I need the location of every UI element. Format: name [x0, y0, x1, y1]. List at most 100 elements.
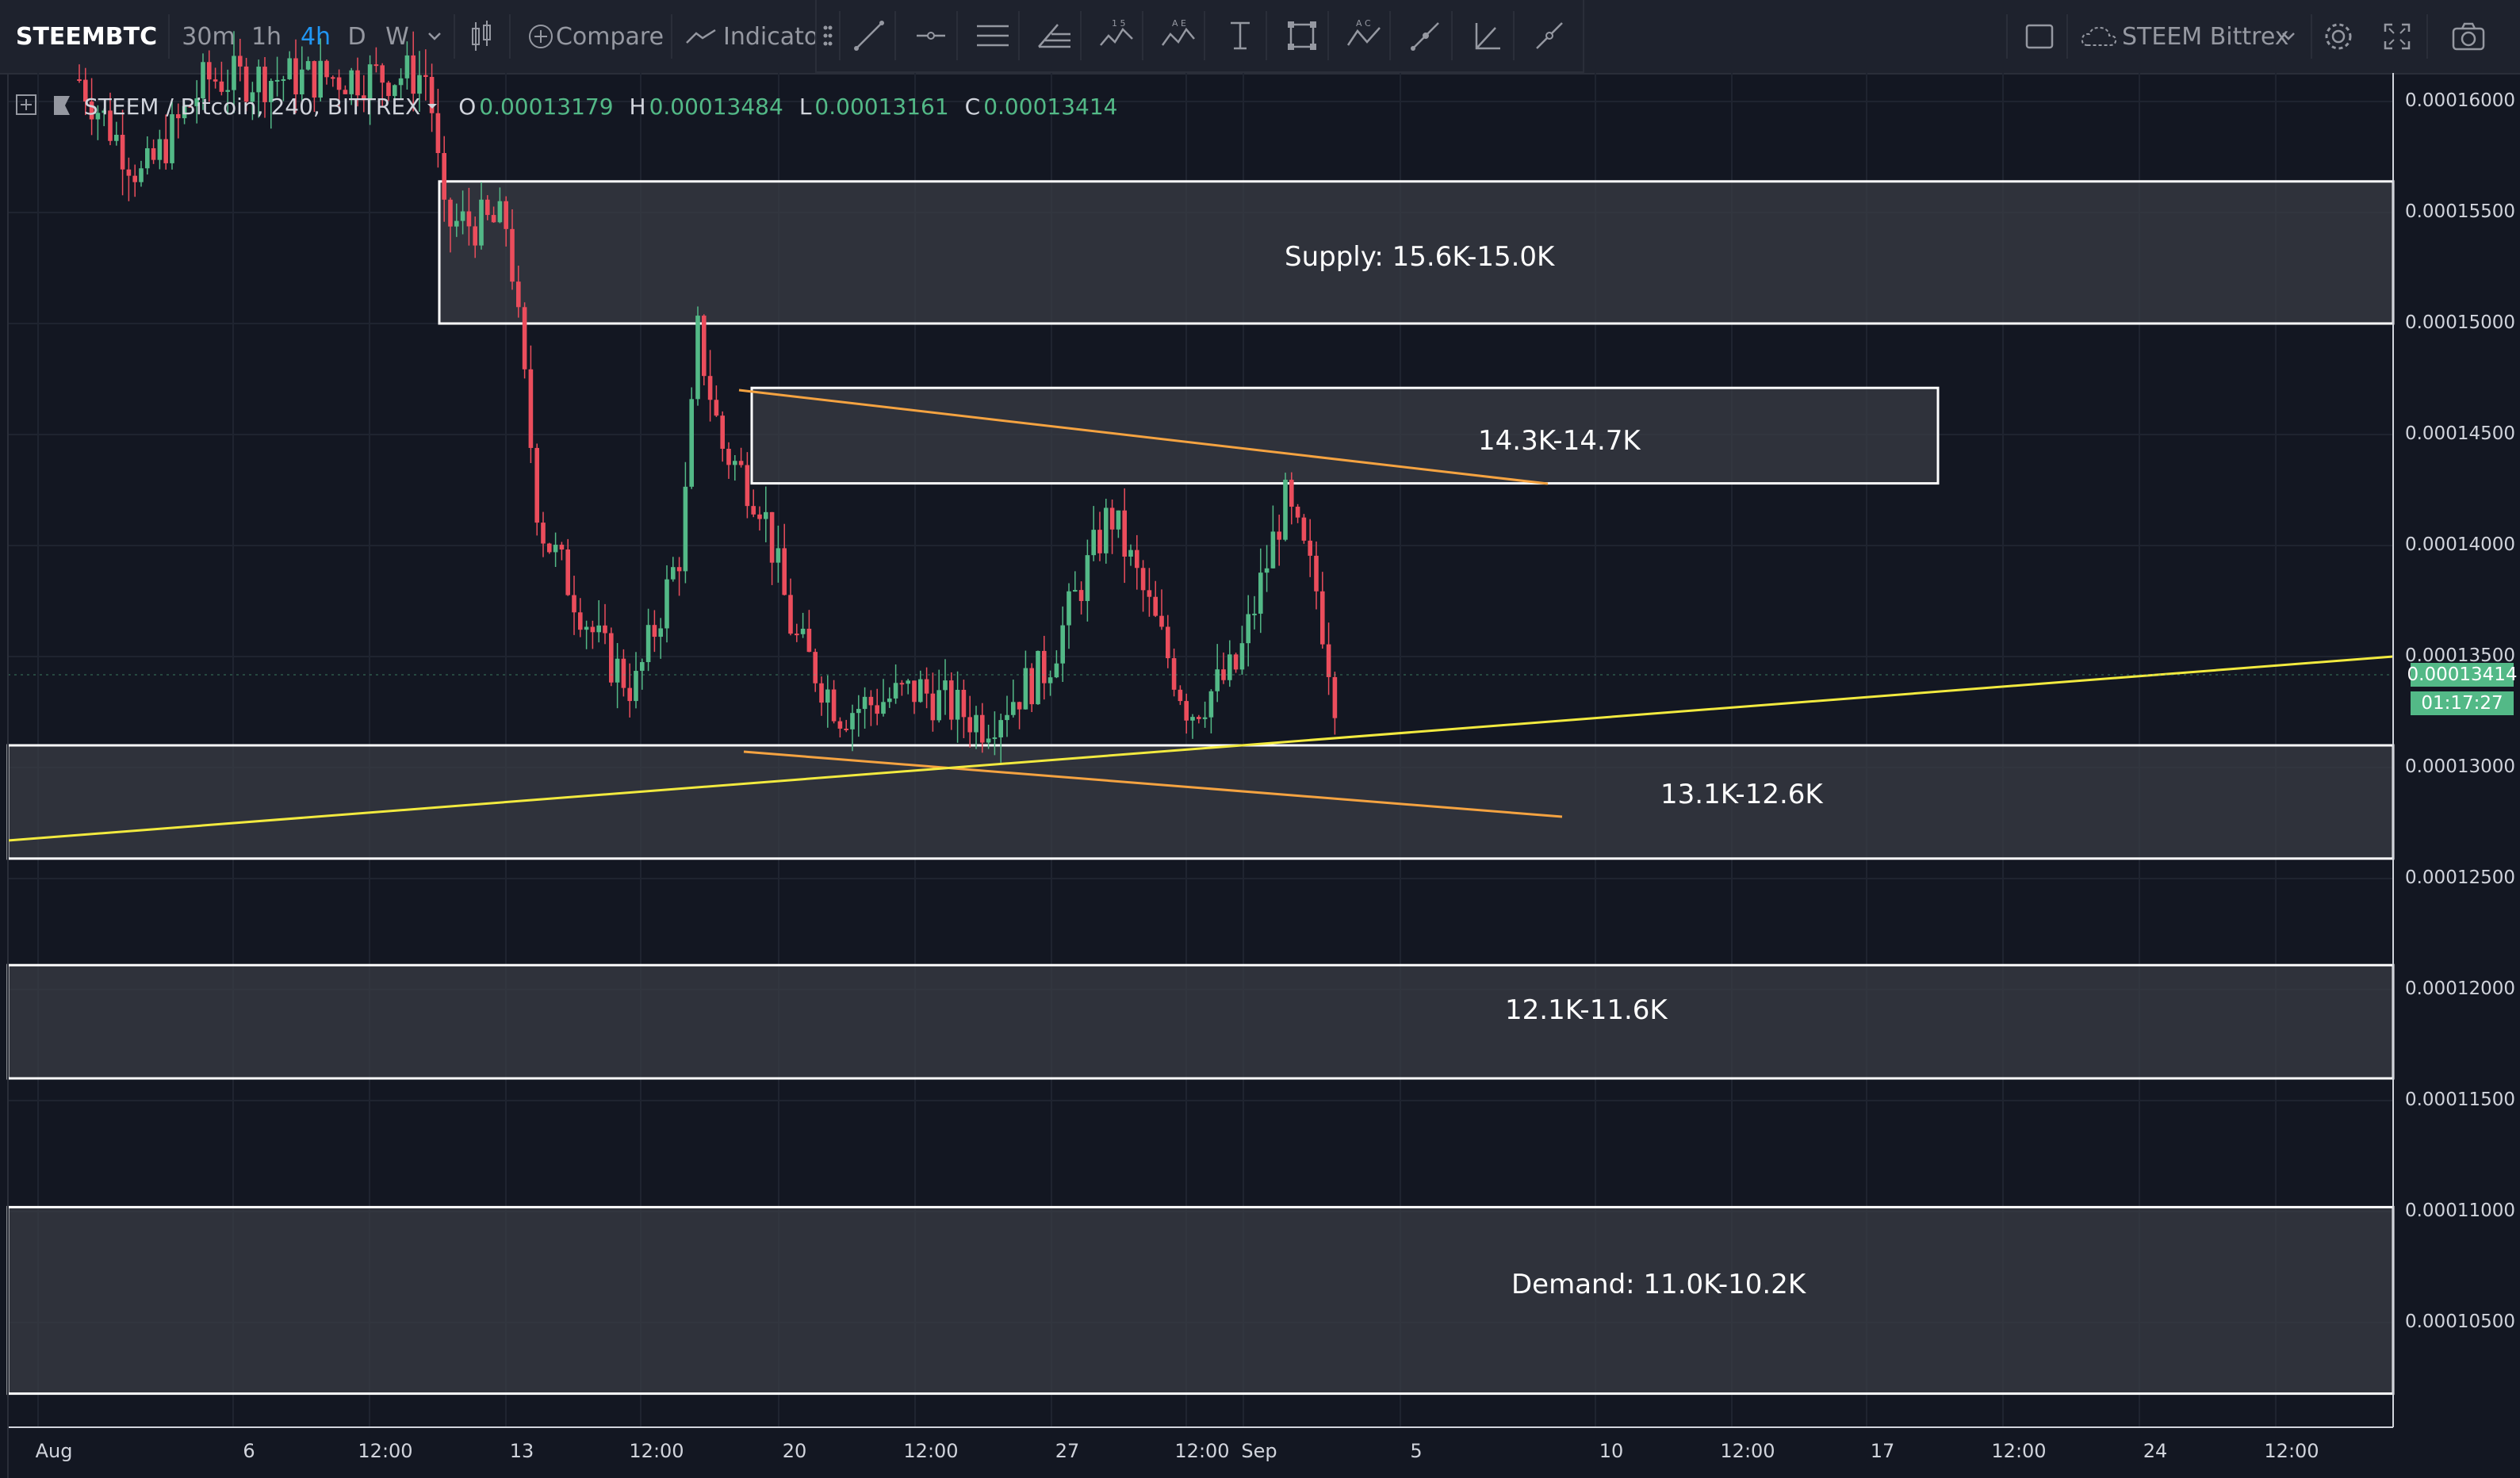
abcd-pattern-icon[interactable]: A C — [1339, 11, 1391, 60]
layout-icon[interactable] — [2022, 0, 2057, 73]
candle-body — [1208, 691, 1214, 718]
candle-body — [170, 114, 174, 163]
candle-body — [887, 698, 892, 703]
interval-1h[interactable]: 1h — [251, 22, 282, 51]
watchlist-dropdown[interactable]: STEEM Bittrex — [2122, 22, 2289, 51]
candle-body — [1042, 650, 1047, 683]
candle-body — [695, 316, 700, 400]
expand-icon[interactable] — [16, 94, 40, 118]
candles — [77, 31, 1338, 763]
divider — [2426, 14, 2428, 59]
pattern-icon[interactable]: A E — [1153, 11, 1205, 60]
symbol-title[interactable]: STEEM / Bitcoin, 240, BITTREX — [84, 93, 421, 120]
interval-30m[interactable]: 30m — [182, 22, 236, 51]
interval-dropdown-icon[interactable] — [419, 0, 450, 73]
candles-icon[interactable] — [460, 0, 503, 73]
interval-4h[interactable]: 4h — [300, 22, 331, 51]
candle-body — [274, 79, 280, 82]
candle-body — [906, 680, 910, 684]
candle-body — [837, 721, 843, 729]
interval-w[interactable]: W — [385, 22, 409, 51]
candle-body — [541, 523, 546, 544]
parallel-channel-icon[interactable] — [967, 11, 1020, 60]
svg-text:A E: A E — [1172, 18, 1186, 29]
candle-body — [1184, 701, 1189, 721]
candle-body — [924, 679, 929, 694]
candle-body — [466, 211, 472, 227]
candle-body — [689, 399, 694, 487]
chart-legend: STEEM / Bitcoin, 240, BITTREX O 0.0001317… — [16, 89, 1117, 124]
chevron-down-icon[interactable] — [427, 102, 442, 110]
brush-icon[interactable] — [1400, 11, 1453, 60]
candle-body — [769, 511, 775, 563]
candle-body — [219, 81, 224, 92]
candle-body — [393, 85, 397, 97]
candle-body — [176, 114, 181, 119]
measure-icon[interactable] — [1462, 11, 1515, 60]
candle-body — [343, 90, 348, 94]
candle-body — [1047, 677, 1053, 683]
candle-body — [559, 544, 565, 549]
price-tick-label: 0.00013000 — [2404, 756, 2515, 777]
zone-box — [6, 963, 2395, 1080]
time-tick-label: 6 — [243, 1440, 255, 1462]
candle-body — [522, 307, 527, 370]
ascending-trendline — [7, 655, 2394, 842]
candle-body — [435, 113, 441, 154]
candle-body — [126, 169, 132, 176]
cloud-icon[interactable] — [2079, 0, 2119, 73]
horizontal-line-icon[interactable] — [906, 11, 958, 60]
candle-body — [819, 683, 824, 703]
chevron-down-icon[interactable] — [2273, 0, 2304, 73]
zoom-line-icon[interactable] — [1524, 11, 1575, 60]
support-trendline — [743, 750, 1563, 818]
candle-body — [287, 58, 292, 79]
gear-icon[interactable] — [2320, 0, 2357, 73]
text-tool-icon[interactable] — [1215, 11, 1267, 60]
candle-body — [1239, 643, 1245, 670]
drag-handle-icon[interactable] — [817, 11, 841, 60]
candle-body — [1078, 590, 1084, 601]
candle-body — [349, 70, 354, 94]
fullscreen-icon[interactable] — [2379, 0, 2415, 73]
candle-body — [795, 634, 799, 636]
candle-body — [974, 714, 979, 733]
candle-body — [101, 110, 106, 113]
indicators-icon[interactable] — [685, 0, 717, 73]
time-tick-label: 20 — [782, 1440, 807, 1462]
candle-body — [936, 690, 941, 721]
candle-body — [949, 680, 954, 720]
indicators-button[interactable]: Indicators — [723, 22, 817, 51]
candle-body — [664, 579, 669, 629]
time-tick-label: 24 — [2143, 1440, 2168, 1462]
time-tick-label: 12:00 — [1174, 1440, 1230, 1462]
candle-body — [305, 61, 311, 70]
upper-zone-label: 14.3K-14.7K — [1478, 425, 1641, 457]
elliott-wave-icon[interactable]: 1 5 — [1091, 11, 1143, 60]
candle-body — [479, 199, 484, 246]
candle-body — [893, 683, 898, 699]
trendlines — [7, 389, 2394, 842]
interval-d[interactable]: D — [347, 22, 366, 51]
candle-body — [1109, 507, 1115, 530]
zone-boxes — [6, 180, 2395, 1396]
candle-body — [83, 79, 88, 102]
candle-body — [733, 461, 737, 465]
candle-body — [120, 134, 125, 170]
add-icon[interactable] — [525, 0, 557, 73]
candle-body — [139, 168, 144, 182]
candle-body — [213, 79, 218, 82]
flag-icon[interactable] — [51, 94, 79, 118]
symbol-search[interactable]: STEEMBTC — [15, 22, 158, 51]
time-tick-label: 5 — [1410, 1440, 1423, 1462]
rectangle-icon[interactable] — [1277, 11, 1329, 60]
candle-body — [1036, 650, 1040, 705]
open-key: O — [458, 93, 477, 120]
compare-button[interactable]: Compare — [555, 22, 664, 51]
candle-body — [373, 64, 379, 67]
pitchfork-icon[interactable] — [1029, 11, 1082, 60]
camera-icon[interactable] — [2450, 0, 2487, 73]
candle-body — [1147, 590, 1152, 597]
trend-line-icon[interactable] — [844, 11, 896, 60]
